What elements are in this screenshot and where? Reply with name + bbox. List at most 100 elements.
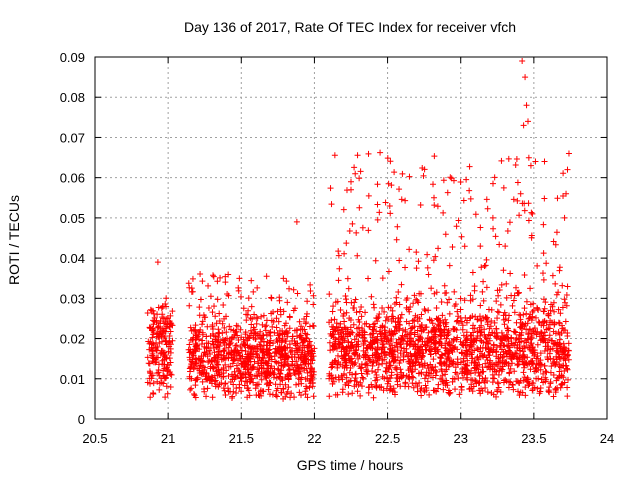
data-point xyxy=(201,364,208,371)
data-point xyxy=(361,337,368,344)
data-point xyxy=(547,317,554,324)
data-point xyxy=(459,326,466,333)
data-point xyxy=(163,383,170,390)
data-point xyxy=(209,309,216,316)
data-point xyxy=(351,336,358,343)
data-point xyxy=(160,349,167,356)
data-point xyxy=(440,177,447,184)
data-point xyxy=(360,354,367,361)
data-point xyxy=(349,390,356,397)
data-point xyxy=(226,340,233,347)
data-point xyxy=(266,391,273,398)
data-point xyxy=(241,342,248,349)
data-point xyxy=(506,219,513,226)
data-point xyxy=(445,363,452,370)
y-tick-label: 0.07 xyxy=(60,130,85,145)
data-point xyxy=(562,357,569,364)
data-point xyxy=(438,299,445,306)
data-point xyxy=(245,295,252,302)
data-point xyxy=(541,305,548,312)
data-point xyxy=(509,360,516,367)
data-point xyxy=(267,332,274,339)
data-point xyxy=(511,368,518,375)
data-point xyxy=(528,317,535,324)
data-point xyxy=(186,373,193,380)
data-point xyxy=(271,365,278,372)
data-point xyxy=(209,323,216,330)
data-point xyxy=(230,388,237,395)
data-point xyxy=(218,351,225,358)
data-point xyxy=(516,355,523,362)
data-point xyxy=(258,370,265,377)
data-point xyxy=(473,335,480,342)
data-point xyxy=(483,344,490,351)
data-point xyxy=(330,303,337,310)
data-point xyxy=(560,340,567,347)
data-point xyxy=(561,296,568,303)
data-point xyxy=(362,309,369,316)
data-point xyxy=(379,305,386,312)
data-point xyxy=(482,374,489,381)
data-point xyxy=(332,374,339,381)
data-point xyxy=(163,341,170,348)
data-point xyxy=(347,377,354,384)
data-point xyxy=(402,380,409,387)
data-point xyxy=(210,273,217,280)
data-point xyxy=(302,391,309,398)
data-point xyxy=(197,296,204,303)
data-point xyxy=(283,390,290,397)
data-point xyxy=(557,355,564,362)
data-point xyxy=(418,354,425,361)
data-point xyxy=(342,346,349,353)
data-point xyxy=(396,359,403,366)
data-point xyxy=(355,355,362,362)
data-point xyxy=(381,308,388,315)
data-point xyxy=(328,372,335,379)
data-point xyxy=(164,390,171,397)
data-point xyxy=(484,321,491,328)
data-point xyxy=(265,386,272,393)
data-point xyxy=(509,302,516,309)
data-point xyxy=(262,323,269,330)
data-point xyxy=(356,319,363,326)
data-point xyxy=(396,186,403,193)
data-point xyxy=(425,329,432,336)
data-point xyxy=(477,302,484,309)
data-point xyxy=(238,378,245,385)
data-point xyxy=(199,329,206,336)
data-point xyxy=(516,212,523,219)
data-point xyxy=(420,172,427,179)
data-point xyxy=(472,211,479,218)
data-point xyxy=(260,360,267,367)
data-point xyxy=(546,332,553,339)
data-point xyxy=(412,359,419,366)
data-point xyxy=(541,158,548,165)
data-point xyxy=(455,320,462,327)
data-point xyxy=(495,371,502,378)
data-point xyxy=(507,379,514,386)
data-point xyxy=(298,392,305,399)
data-point xyxy=(537,357,544,364)
data-point xyxy=(385,268,392,275)
data-point xyxy=(495,384,502,391)
data-point xyxy=(208,358,215,365)
data-point xyxy=(281,356,288,363)
data-point xyxy=(431,387,438,394)
data-point xyxy=(531,351,538,358)
data-point xyxy=(553,229,560,236)
data-point xyxy=(546,325,553,332)
data-point xyxy=(146,360,153,367)
data-point xyxy=(186,341,193,348)
data-point xyxy=(556,361,563,368)
data-point xyxy=(330,378,337,385)
data-point xyxy=(519,358,526,365)
data-point xyxy=(281,361,288,368)
chart-title: Day 136 of 2017, Rate Of TEC Index for r… xyxy=(184,19,516,35)
data-point xyxy=(225,271,232,278)
data-point xyxy=(286,325,293,332)
data-point xyxy=(273,393,280,400)
data-point xyxy=(419,164,426,171)
data-point xyxy=(384,155,391,162)
data-point xyxy=(546,350,553,357)
data-point xyxy=(467,314,474,321)
